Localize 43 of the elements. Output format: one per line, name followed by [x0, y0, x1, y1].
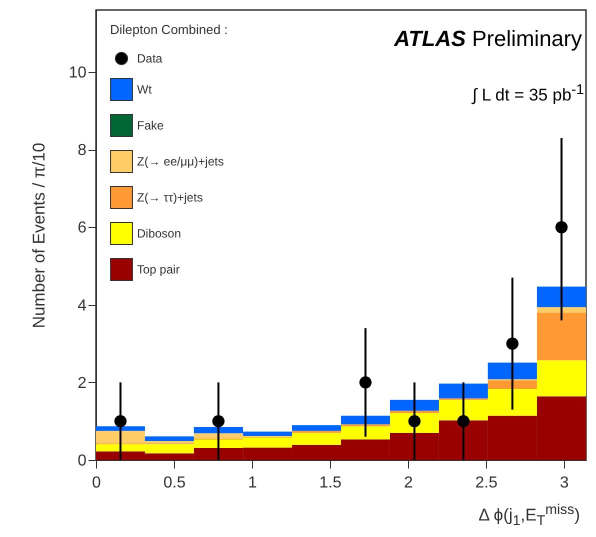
y-tick-label: 4	[78, 297, 87, 314]
y-tick-label: 2	[78, 374, 87, 392]
point	[114, 415, 127, 428]
annotation: ∫ L dt = 35 pb$^{-1}$	[472, 82, 584, 106]
bar	[144, 436, 194, 441]
legend-label: Wt	[137, 82, 152, 96]
y-tick-label: 6	[78, 220, 87, 237]
y-tick-label: 8	[78, 142, 87, 160]
bar	[438, 384, 488, 398]
x-tick-label: 3	[560, 474, 569, 492]
x-tick-label: 1	[248, 474, 257, 492]
legend-title: Dilepton Combined :	[110, 22, 228, 37]
bar	[488, 362, 537, 380]
point	[457, 415, 470, 428]
bar	[488, 380, 537, 390]
point	[506, 338, 519, 350]
legend-label: Top pair	[137, 262, 180, 276]
bar	[536, 312, 586, 360]
legend-label: Fake	[137, 118, 164, 132]
bar	[341, 416, 390, 424]
y-axis-title: Number of Events / π/10	[30, 142, 49, 328]
x-tick-label: 2.5	[475, 474, 498, 492]
legend-label: Z(→ ee/μμ)+jets	[137, 154, 224, 168]
legend-label: Z(→ ττ)+jets	[137, 190, 203, 204]
annotation: ATLAS Preliminary	[394, 26, 582, 52]
point	[555, 221, 568, 234]
bar	[292, 425, 341, 431]
bar	[96, 426, 145, 431]
x-tick-label: 0	[92, 474, 102, 492]
x-tick-label: 2	[404, 474, 413, 492]
bar	[536, 286, 586, 308]
bar	[390, 400, 439, 411]
bar	[390, 410, 439, 414]
y-tick-label: 10	[68, 64, 87, 82]
legend-label: Data	[137, 52, 163, 66]
x-axis-title: Δ ϕ(j$_{1}$,E$_{T}$$^{miss}$)	[478, 502, 580, 530]
x-tick-label: 1.5	[319, 474, 342, 492]
x-tick-label: 0.5	[163, 474, 186, 492]
y-tick-label: 0	[78, 452, 87, 470]
point	[212, 415, 225, 428]
bar	[536, 307, 586, 313]
point	[359, 376, 372, 389]
legend-label: Diboson	[137, 226, 182, 240]
